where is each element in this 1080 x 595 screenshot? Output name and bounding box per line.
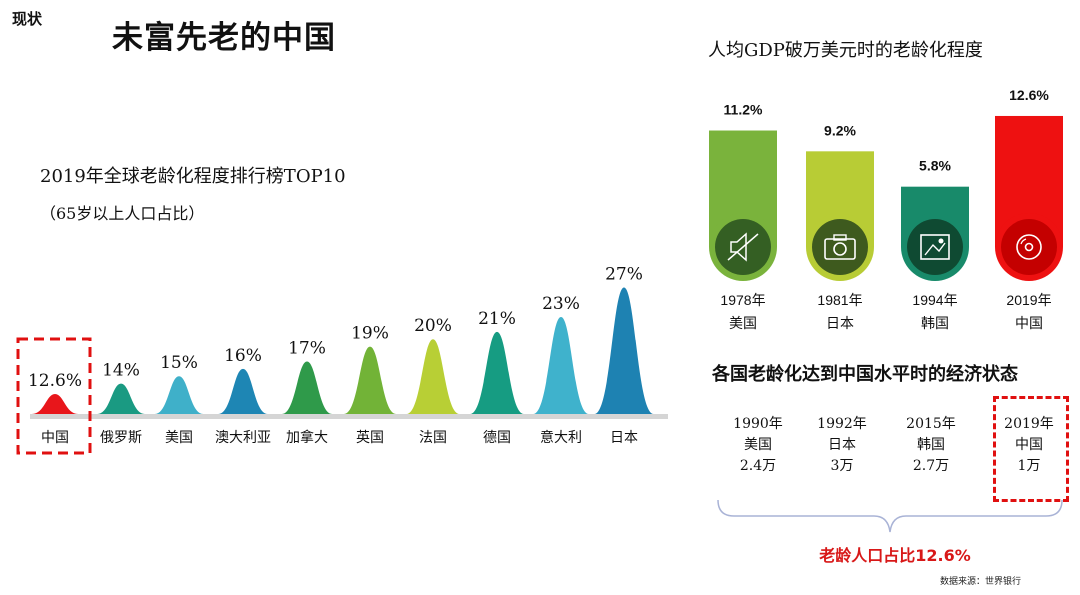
year-label: 1981年 xyxy=(817,292,862,308)
muted-speaker-icon xyxy=(727,232,759,262)
econ-year: 2019年 xyxy=(1004,416,1054,432)
aging-ranking-chart: 12.6% 中国 14% 俄罗斯 15% 美国 16% 澳大利亚 17% 加拿大 19% 英国 20% 法… xyxy=(16,264,668,455)
picture-icon xyxy=(920,234,950,260)
econ-gdp: 3万 xyxy=(830,458,854,474)
value-label: 17% xyxy=(288,338,326,358)
year-label: 1978年 xyxy=(720,292,765,308)
value-label: 14% xyxy=(102,361,140,381)
peak-0 xyxy=(31,394,79,414)
category-label: 英国 xyxy=(356,429,384,446)
category-label: 法国 xyxy=(419,430,447,446)
category-label: 加拿大 xyxy=(286,429,328,446)
econ-country: 日本 xyxy=(828,437,856,453)
value-label: 15% xyxy=(160,353,198,373)
icon-circle-1 xyxy=(812,219,868,275)
year-label: 2019年 xyxy=(1006,292,1051,308)
category-label: 澳大利亚 xyxy=(215,430,271,446)
baseline xyxy=(30,414,668,419)
bell-chart-title: 2019年全球老龄化程度排行榜TOP10 xyxy=(40,166,346,187)
category-label: 中国 xyxy=(41,430,69,446)
econ-country: 韩国 xyxy=(917,437,945,453)
econ-gdp: 2.4万 xyxy=(739,458,777,474)
value-label: 27% xyxy=(605,264,643,284)
peak-2 xyxy=(154,376,204,414)
econ-item-usa: 1990年 美国 2.4万 xyxy=(713,414,803,477)
econ-gdp: 1万 xyxy=(1017,458,1041,474)
year-label: 1994年 xyxy=(912,292,957,308)
econ-year: 2015年 xyxy=(906,416,956,432)
china-highlight-box xyxy=(993,396,1069,502)
econ-country: 美国 xyxy=(744,437,772,453)
peak-3 xyxy=(218,368,268,414)
value-label: 23% xyxy=(542,294,580,314)
disc-icon xyxy=(1016,234,1042,260)
corner-tag: 现状 xyxy=(12,10,43,28)
econ-item-korea: 2015年 韩国 2.7万 xyxy=(886,414,976,477)
econ-year: 1990年 xyxy=(733,416,783,432)
value-label: 20% xyxy=(414,316,452,336)
bell-chart-subtitle: （65岁以上人口占比） xyxy=(40,204,205,223)
peak-7 xyxy=(470,331,524,414)
peak-5 xyxy=(343,346,397,414)
peak-1 xyxy=(97,383,145,414)
gdp-chart-title: 人均GDP破万美元时的老龄化程度 xyxy=(708,40,983,61)
country-label: 美国 xyxy=(729,315,757,331)
camera-icon xyxy=(824,234,856,260)
category-label: 美国 xyxy=(165,430,193,446)
econ-item-china: 2019年 中国 1万 xyxy=(984,414,1074,477)
peak-4 xyxy=(281,361,333,414)
econ-item-japan: 1992年 日本 3万 xyxy=(797,414,887,477)
country-label: 中国 xyxy=(1015,315,1043,331)
category-label: 意大利 xyxy=(540,429,582,446)
econ-year: 1992年 xyxy=(817,416,867,432)
source-note: 数据来源：世界银行 xyxy=(940,577,1022,587)
value-label: 21% xyxy=(478,309,516,329)
country-label: 日本 xyxy=(826,315,854,331)
value-label: 12.6% xyxy=(1009,87,1049,103)
econ-country: 中国 xyxy=(1015,437,1043,453)
value-label: 11.2% xyxy=(724,102,763,118)
econ-gdp: 2.7万 xyxy=(912,458,950,474)
value-label: 19% xyxy=(351,324,389,344)
conclusion-text: 老龄人口占比12.6% xyxy=(819,546,971,565)
econ-panel-title: 各国老龄化达到中国水平时的经济状态 xyxy=(712,364,1018,385)
value-label: 9.2% xyxy=(824,122,856,138)
peak-6 xyxy=(406,339,460,414)
category-label: 日本 xyxy=(610,430,638,446)
value-label: 16% xyxy=(224,346,262,366)
china-highlight-box xyxy=(16,337,92,455)
value-label: 12.6% xyxy=(28,371,82,391)
value-label: 5.8% xyxy=(919,158,951,174)
grouping-brace xyxy=(717,499,1063,533)
category-label: 俄罗斯 xyxy=(100,430,142,446)
category-label: 德国 xyxy=(483,430,511,446)
peak-8 xyxy=(533,317,589,414)
peak-9 xyxy=(594,287,654,414)
page-title: 未富先老的中国 xyxy=(112,20,336,56)
country-label: 韩国 xyxy=(921,315,949,331)
icon-circle-3 xyxy=(1001,219,1057,275)
